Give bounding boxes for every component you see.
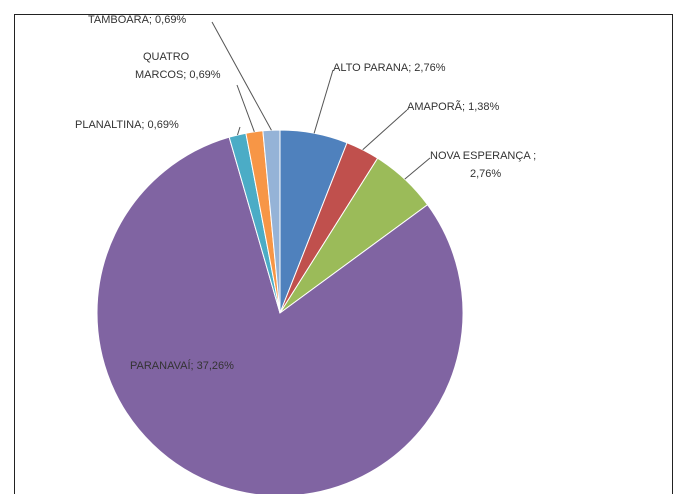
data-label: MARCOS; 0,69% bbox=[135, 69, 221, 81]
pie-slice bbox=[262, 129, 281, 314]
leader-line bbox=[211, 21, 272, 131]
data-label: AMAPORÃ; 1,38% bbox=[407, 100, 500, 113]
data-label: 2,76% bbox=[470, 168, 501, 180]
pie-slice bbox=[96, 136, 464, 494]
data-label: QUATRO bbox=[143, 51, 190, 63]
leader-line bbox=[404, 157, 431, 180]
data-label: TAMBOARA; 0,69% bbox=[88, 14, 186, 26]
data-label: PARANAVAÍ; 37,26% bbox=[130, 359, 234, 372]
data-label: ALTO PARANA; 2,76% bbox=[333, 62, 446, 74]
data-label: NOVA ESPERANÇA ; bbox=[430, 150, 536, 162]
data-label: PLANALTINA; 0,69% bbox=[75, 119, 179, 131]
leader-line bbox=[237, 126, 241, 136]
leader-line bbox=[362, 109, 408, 151]
leader-line bbox=[236, 84, 255, 132]
leader-line bbox=[313, 69, 334, 134]
